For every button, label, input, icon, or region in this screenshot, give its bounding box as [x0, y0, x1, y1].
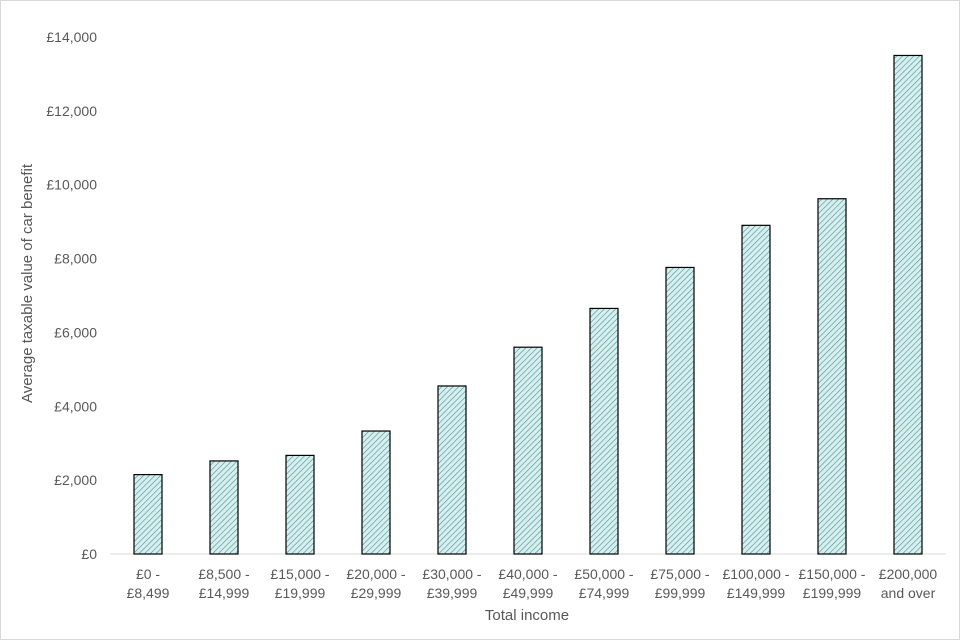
- y-tick-label: £10,000: [46, 177, 97, 193]
- y-axis-title: Average taxable value of car benefit: [19, 163, 36, 403]
- x-tick-label: £50,000 -: [574, 566, 633, 582]
- x-tick-label: £20,000 -: [346, 566, 405, 582]
- x-tick-label: £0 -: [136, 566, 160, 582]
- x-tick-label: £29,999: [351, 585, 402, 601]
- x-tick-label: £49,999: [503, 585, 554, 601]
- bar: [513, 346, 543, 555]
- y-tick-label: £14,000: [46, 29, 97, 45]
- x-axis-title: Total income: [485, 607, 569, 624]
- x-tick-label: £99,999: [655, 585, 706, 601]
- bar: [209, 460, 239, 555]
- y-tick-label: £2,000: [54, 472, 97, 488]
- x-tick-label: £14,999: [199, 585, 250, 601]
- x-tick-label: £30,000 -: [422, 566, 481, 582]
- x-axis-category-labels: £0 - £8,499 £8,500 - £14,999 £15,000 - £19,99…: [127, 566, 938, 601]
- bar: [665, 266, 695, 555]
- x-tick-label: £200,000: [879, 566, 938, 582]
- x-tick-label: £74,999: [579, 585, 630, 601]
- bar: [133, 474, 163, 555]
- bar: [589, 307, 619, 555]
- y-tick-label: £0: [81, 546, 97, 562]
- y-tick-label: £6,000: [54, 324, 97, 340]
- bar: [893, 54, 923, 555]
- x-tick-label: and over: [881, 585, 936, 601]
- x-tick-label: £100,000 -: [723, 566, 790, 582]
- bar: [361, 430, 391, 555]
- bar: [741, 224, 771, 555]
- bars: [133, 54, 923, 555]
- x-tick-label: £149,999: [727, 585, 786, 601]
- x-tick-label: £15,000 -: [270, 566, 329, 582]
- bar: [285, 454, 315, 555]
- x-tick-label: £75,000 -: [650, 566, 709, 582]
- y-tick-label: £4,000: [54, 398, 97, 414]
- bar: [817, 198, 847, 555]
- x-tick-label: £150,000 -: [799, 566, 866, 582]
- x-tick-label: £8,500 -: [198, 566, 250, 582]
- x-tick-label: £199,999: [803, 585, 862, 601]
- x-tick-label: £19,999: [275, 585, 326, 601]
- bar: [437, 385, 467, 555]
- y-tick-label: £12,000: [46, 103, 97, 119]
- y-tick-label: £8,000: [54, 251, 97, 267]
- y-axis-ticks: £0 £2,000 £4,000 £6,000 £8,000 £10,000 £12,000…: [46, 29, 97, 562]
- x-tick-label: £40,000 -: [498, 566, 557, 582]
- x-tick-label: £8,499: [127, 585, 170, 601]
- x-tick-label: £39,999: [427, 585, 478, 601]
